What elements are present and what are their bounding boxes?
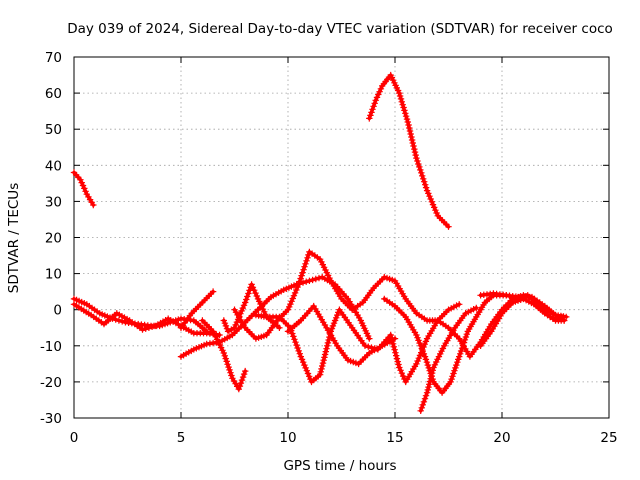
y-tick-label: 10 (45, 267, 62, 283)
y-tick-label: -20 (40, 375, 62, 391)
chart-title: Day 039 of 2024, Sidereal Day-to-day VTE… (67, 21, 613, 37)
series-markers (417, 304, 480, 414)
x-tick-label: 10 (279, 430, 296, 446)
series-markers (70, 169, 97, 209)
y-tick-label: 70 (45, 50, 62, 66)
x-tick-label: 20 (493, 430, 510, 446)
data-series (70, 71, 570, 414)
series-markers (199, 317, 249, 393)
series-pass-15 (477, 290, 566, 322)
y-tick-label: 50 (45, 122, 62, 138)
series-pass-4 (70, 301, 223, 339)
y-tick-label: -30 (40, 411, 62, 427)
series-pass-7 (199, 317, 249, 393)
y-tick-label: -10 (40, 339, 62, 355)
x-tick-label: 15 (386, 430, 403, 446)
y-axis-label: SDTVAR / TECUs (6, 183, 22, 293)
series-pass-13 (417, 304, 480, 414)
x-tick-label: 25 (600, 430, 617, 446)
series-pass-2 (366, 71, 452, 230)
y-tick-label: 40 (45, 158, 62, 174)
series-pass-6 (177, 274, 373, 360)
series-pass-8 (220, 281, 283, 335)
series-markers (477, 290, 566, 322)
y-tick-label: 20 (45, 231, 62, 247)
series-markers (284, 302, 399, 368)
series-markers (220, 281, 283, 335)
series-markers (177, 288, 217, 331)
series-pass-1 (70, 169, 97, 209)
y-tick-label: 60 (45, 86, 62, 102)
series-markers (177, 274, 373, 360)
grid (74, 57, 609, 418)
tick-labels: 0 5 10 15 20 25 -30 -20 -10 0 10 20 30 40 50 60 70 (40, 50, 618, 446)
series-pass-9 (231, 248, 570, 360)
series-markers (366, 71, 452, 230)
x-tick-label: 5 (177, 430, 186, 446)
series-pass-5 (177, 288, 217, 331)
y-tick-label: 30 (45, 194, 62, 210)
y-tick-label: 0 (53, 303, 62, 319)
series-pass-11 (284, 302, 399, 368)
x-tick-label: 0 (70, 430, 79, 446)
x-axis-label: GPS time / hours (283, 458, 396, 474)
